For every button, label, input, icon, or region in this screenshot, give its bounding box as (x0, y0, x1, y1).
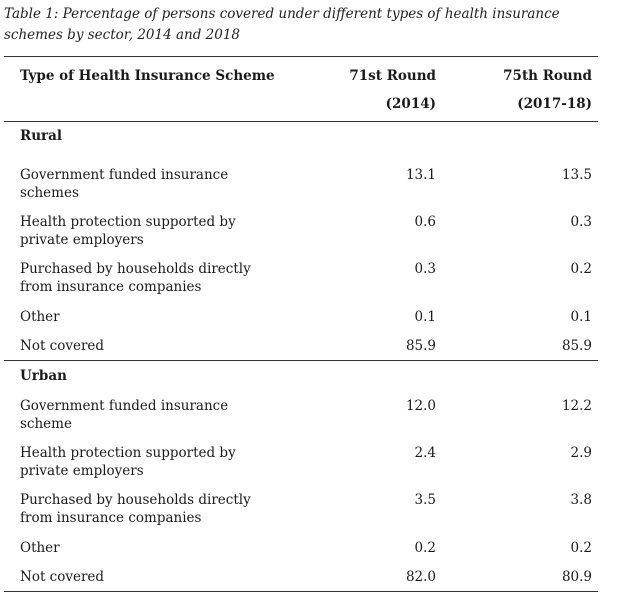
header-71st-round: 71st Round (349, 68, 436, 84)
rural-row-1-2018: 13.5 (561, 167, 592, 183)
rural-row-5-label: Not covered (20, 338, 105, 354)
header-scheme: Type of Health Insurance Scheme (20, 68, 275, 84)
section-divider (4, 360, 598, 361)
urban-row-1-2018: 12.2 (561, 398, 592, 414)
rural-row-1-2014: 13.1 (405, 167, 436, 183)
urban-row-1-2014: 12.0 (405, 398, 436, 414)
section-urban: Urban (20, 368, 67, 384)
rural-row-5-2018: 85.9 (561, 338, 592, 354)
rural-row-2-label: Health protection supported by (20, 214, 236, 230)
urban-row-5-label: Not covered (20, 569, 105, 585)
urban-row-2-label-cont: private employers (20, 463, 144, 479)
urban-row-3-2018: 3.8 (570, 492, 592, 508)
rural-row-4-2018: 0.1 (570, 309, 592, 325)
rural-row-2-2014: 0.6 (414, 214, 436, 230)
rural-row-3-label: Purchased by households directly (20, 261, 251, 277)
rural-row-2-label-cont: private employers (20, 232, 144, 248)
rural-row-1-label-cont: schemes (20, 185, 79, 201)
urban-row-4-2014: 0.2 (414, 540, 436, 556)
urban-row-3-label-cont: from insurance companies (20, 510, 202, 526)
header-75th-year: (2017-18) (517, 96, 592, 112)
urban-row-5-2014: 82.0 (405, 569, 436, 585)
rural-row-3-2014: 0.3 (414, 261, 436, 277)
rural-row-3-2018: 0.2 (570, 261, 592, 277)
insurance-table: Type of Health Insurance Scheme 71st Rou… (4, 56, 598, 592)
urban-row-2-label: Health protection supported by (20, 445, 236, 461)
header-divider (4, 121, 598, 122)
rural-row-4-label: Other (20, 309, 60, 325)
section-rural: Rural (20, 128, 63, 144)
urban-row-3-2014: 3.5 (414, 492, 436, 508)
rural-row-4-2014: 0.1 (414, 309, 436, 325)
urban-row-2-2014: 2.4 (414, 445, 436, 461)
rural-row-3-label-cont: from insurance companies (20, 279, 202, 295)
rural-row-5-2014: 85.9 (405, 338, 436, 354)
urban-row-4-label: Other (20, 540, 60, 556)
header-75th-round: 75th Round (503, 68, 592, 84)
urban-row-1-label-cont: scheme (20, 416, 72, 432)
header-71st-year: (2014) (385, 96, 436, 112)
urban-row-3-label: Purchased by households directly (20, 492, 251, 508)
urban-row-2-2018: 2.9 (570, 445, 592, 461)
urban-row-4-2018: 0.2 (570, 540, 592, 556)
table-caption: Table 1: Percentage of persons covered u… (4, 6, 560, 43)
rural-row-2-2018: 0.3 (570, 214, 592, 230)
rural-row-1-label: Government funded insurance (20, 167, 229, 183)
urban-row-5-2018: 80.9 (561, 569, 592, 585)
urban-row-1-label: Government funded insurance (20, 398, 229, 414)
